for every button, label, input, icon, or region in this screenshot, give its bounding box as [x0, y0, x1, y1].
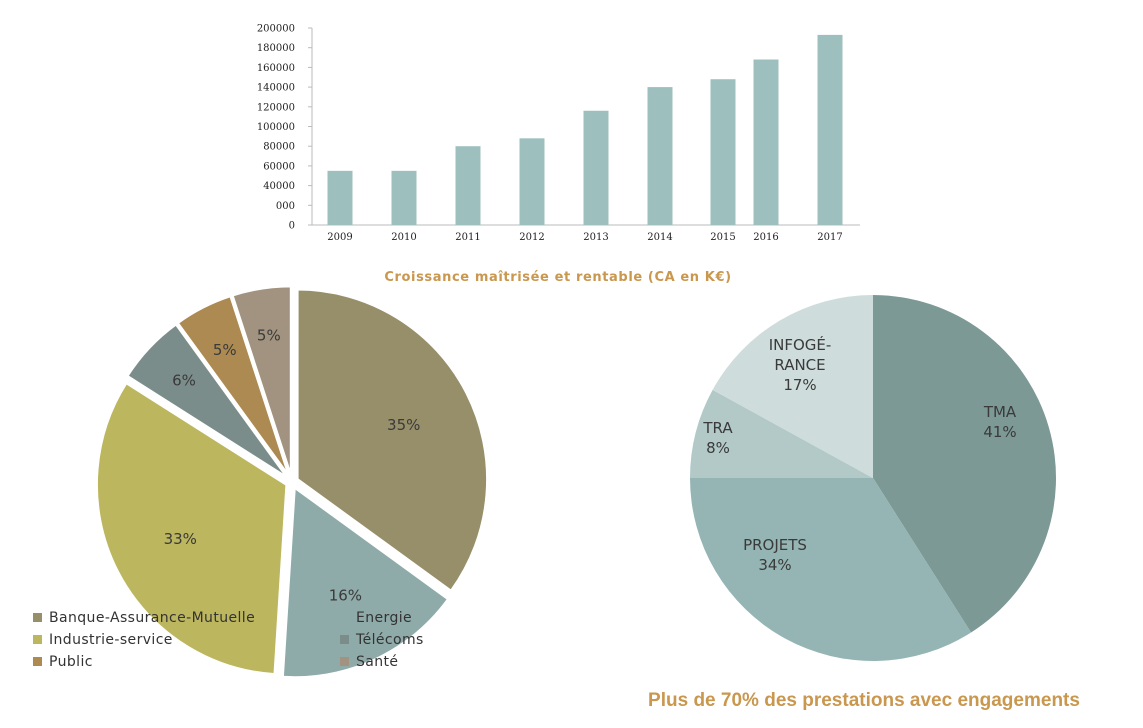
- x-tick-label: 2012: [519, 232, 544, 243]
- legend-swatch-telecoms: [340, 635, 349, 644]
- slice-sante: [230, 284, 293, 477]
- slice-label-infogerance: INFOGÉ-: [769, 335, 832, 354]
- sector-pie-slices: [95, 284, 489, 679]
- slice-telecoms: [125, 322, 289, 479]
- slice-industrie-service: [95, 381, 288, 676]
- legend-label-energie: Energie: [356, 610, 412, 626]
- slice-value-label: 33%: [164, 530, 197, 548]
- legend-label-industrie-service: Industrie-service: [49, 632, 173, 648]
- bar-2012: [519, 138, 545, 225]
- bars: [327, 34, 843, 225]
- y-tick-label: 80000: [263, 142, 295, 153]
- services-pie-slices: [689, 295, 1057, 662]
- x-tick-label: 2010: [391, 232, 416, 243]
- services-pie-chart: TMA 41% PROJETS 34% TRA 8% INFOGÉ- RANCE 17% Plu…: [648, 295, 1080, 711]
- x-tick-label: 2011: [455, 232, 480, 243]
- y-tick-marks: [308, 27, 312, 226]
- legend-swatch-banque-assurance-mutuelle: [33, 613, 42, 622]
- bar-2017: [817, 34, 843, 225]
- bar-chart-title: Croissance maîtrisée et rentable (CA en …: [384, 270, 731, 285]
- legend-swatch-public: [33, 657, 42, 666]
- x-tick-label: 2017: [817, 232, 842, 243]
- legend-label-telecoms: Télécoms: [355, 632, 424, 648]
- slice-label-infogerance: 17%: [783, 376, 816, 394]
- y-tick-label: 000: [276, 201, 295, 212]
- x-tick-label: 2013: [583, 232, 608, 243]
- y-tick-label: 40000: [263, 181, 295, 192]
- slice-label-projets: PROJETS: [743, 536, 807, 554]
- bar-chart: 0000400006000080000100000120000140000160…: [257, 24, 860, 285]
- services-pie-caption: Plus de 70% des prestations avec engagem…: [648, 690, 1080, 711]
- slice-label-tra: 8%: [706, 439, 730, 457]
- x-tick-labels: 2009 2010 2011 2012 2013 2014 2015 2016 2017: [327, 232, 842, 243]
- bar-2013: [583, 110, 609, 225]
- slice-banque-assurance-mutuelle: [296, 288, 489, 593]
- sector-pie-chart: 35% 16% 33% 6% 5% 5% Banque-Assurance-Mutuell…: [33, 284, 489, 679]
- x-tick-label: 2014: [647, 232, 672, 243]
- slice-label-tra: TRA: [702, 419, 733, 437]
- slice-label-tma: 41%: [983, 423, 1016, 441]
- legend-swatch-industrie-service: [33, 635, 42, 644]
- y-tick-label: 60000: [263, 161, 295, 172]
- slice-value-label: 5%: [257, 327, 281, 345]
- bar-2010: [391, 170, 417, 225]
- sector-pie-value-labels: 35% 16% 33% 6% 5% 5%: [164, 327, 421, 605]
- y-tick-label: 140000: [257, 83, 295, 94]
- y-tick-label: 180000: [257, 43, 295, 54]
- bar-2015: [710, 79, 736, 225]
- services-pie-labels: TMA 41% PROJETS 34% TRA 8% INFOGÉ- RANCE 17%: [702, 335, 1017, 574]
- slice-projets: [689, 478, 972, 662]
- legend-label-banque-assurance-mutuelle: Banque-Assurance-Mutuelle: [49, 610, 255, 626]
- slice-value-label: 6%: [172, 372, 196, 390]
- slice-value-label: 35%: [387, 416, 420, 434]
- bar-2009: [327, 170, 353, 225]
- slice-energie: [281, 485, 451, 679]
- x-tick-label: 2015: [710, 232, 735, 243]
- slice-label-infogerance: RANCE: [774, 356, 825, 374]
- y-tick-labels: 0000400006000080000100000120000140000160…: [257, 24, 295, 232]
- legend-swatch-sante: [340, 657, 349, 666]
- bar-2016: [753, 59, 779, 225]
- slice-value-label: 16%: [329, 586, 362, 604]
- legend-label-sante: Santé: [356, 654, 398, 670]
- slice-value-label: 5%: [213, 341, 237, 359]
- slice-tma: [873, 295, 1057, 633]
- bar-2014: [647, 87, 673, 225]
- x-tick-label: 2009: [327, 232, 352, 243]
- slice-infogerance: [712, 295, 873, 478]
- y-tick-label: 200000: [257, 24, 295, 35]
- legend-swatch-energie: [340, 613, 349, 622]
- sector-pie-legend: Banque-Assurance-Mutuelle Energie Industri…: [33, 610, 424, 670]
- slice-public: [175, 294, 291, 478]
- legend-label-public: Public: [49, 654, 93, 670]
- bar-2011: [455, 146, 481, 225]
- y-tick-label: 0: [289, 221, 295, 232]
- y-tick-label: 160000: [257, 63, 295, 74]
- x-tick-label: 2016: [753, 232, 778, 243]
- slice-label-projets: 34%: [758, 556, 791, 574]
- y-tick-label: 120000: [257, 102, 295, 113]
- slice-tra: [690, 389, 873, 478]
- slice-label-tma: TMA: [983, 403, 1017, 421]
- y-tick-label: 100000: [257, 122, 295, 133]
